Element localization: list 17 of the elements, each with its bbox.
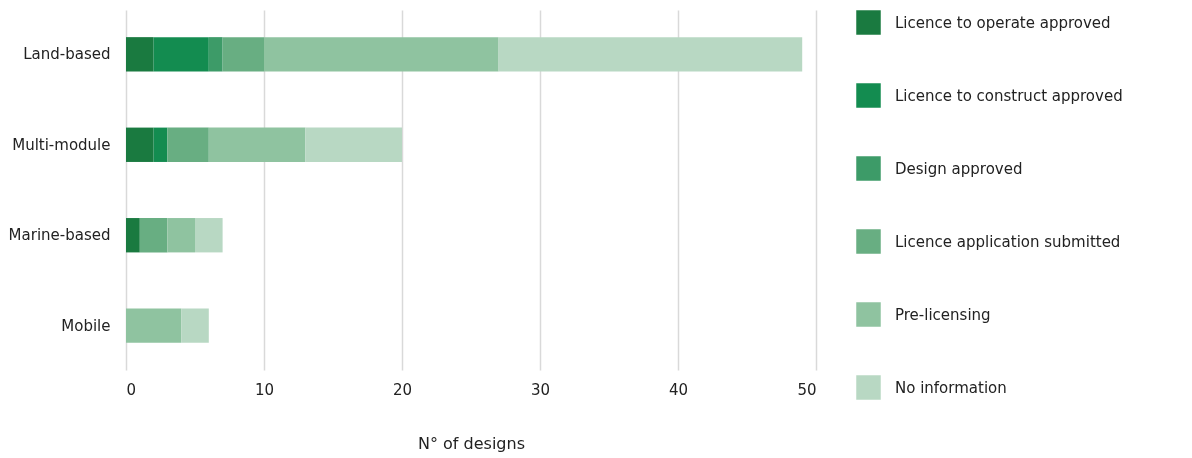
y-tick-label: Marine-based <box>8 226 111 245</box>
x-tick-label: 20 <box>392 380 413 399</box>
y-tick-label: Multi-module <box>12 135 111 154</box>
x-tick-label: 0 <box>126 380 137 399</box>
x-tick-label: 40 <box>668 380 689 399</box>
x-axis-title: N° of designs <box>418 433 525 453</box>
y-tick-label: Land-based <box>23 45 111 64</box>
legend-label: Pre-licensing <box>895 305 991 324</box>
legend-label: No information <box>895 378 1007 397</box>
legend-label: Licence application submitted <box>895 232 1121 251</box>
x-tick-label: 10 <box>254 380 275 399</box>
legend-label: Design approved <box>895 159 1023 178</box>
x-tick-label: 30 <box>530 380 551 399</box>
y-tick-label: Mobile <box>61 316 111 335</box>
legend-label: Licence to construct approved <box>895 86 1123 105</box>
x-tick-label: 50 <box>797 380 817 399</box>
legend-label: Licence to operate approved <box>895 13 1111 32</box>
